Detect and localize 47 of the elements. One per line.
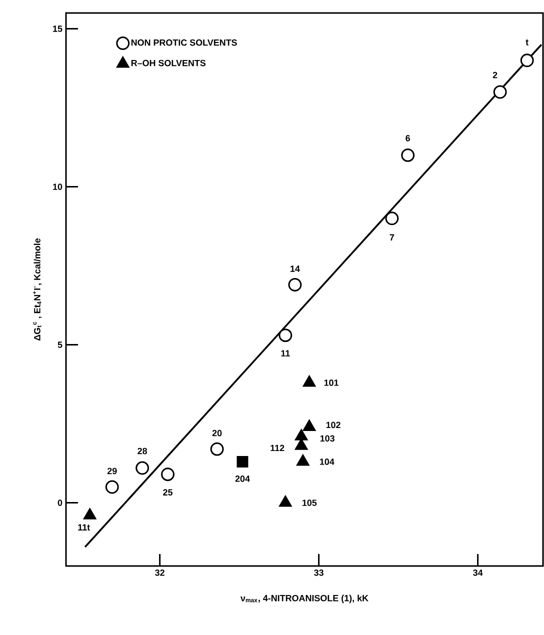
point xyxy=(236,456,248,468)
y-tick-label: 5 xyxy=(58,342,62,348)
annotation: 102 xyxy=(326,422,340,428)
point xyxy=(83,508,96,520)
annotation: 104 xyxy=(320,458,334,465)
legend-label: NON PROTIC SOLVENTS xyxy=(131,39,237,46)
annotation: 204 xyxy=(235,476,250,482)
annotation: 25 xyxy=(163,489,172,496)
annotation: 11t xyxy=(78,524,90,531)
annotation: 7 xyxy=(390,234,394,240)
point xyxy=(302,420,316,431)
annotation: t xyxy=(526,39,528,46)
text: ΔG$_{t}$$^{c}$ , Et$_{4}$N$^{+}$I$^{-}$, Kcal/mole xyxy=(32,238,42,341)
x-tick-label: 34 xyxy=(473,570,483,576)
point xyxy=(296,454,310,466)
annotation: 112 xyxy=(270,444,284,452)
point xyxy=(136,461,150,475)
y-tick-label: 10 xyxy=(53,184,62,190)
point xyxy=(294,429,308,440)
point xyxy=(210,442,224,456)
point xyxy=(302,375,316,387)
annotation: 20 xyxy=(212,430,222,436)
annotation: 28 xyxy=(138,448,148,454)
x-axis-title: ν$_{max}$, 4-NITROANISOLE (1), kK xyxy=(240,594,368,604)
annotation: 11 xyxy=(281,350,290,356)
annotation: 103 xyxy=(320,435,334,442)
point xyxy=(401,148,415,162)
point xyxy=(279,496,292,507)
annotation: 6 xyxy=(406,135,410,142)
point xyxy=(493,85,507,99)
legend-label: R–OH SOLVENTS xyxy=(131,60,206,66)
annotation: 29 xyxy=(107,468,117,474)
annotation: 101 xyxy=(324,380,338,386)
y-tick-label: 0 xyxy=(58,500,62,506)
point xyxy=(520,54,534,68)
x-tick-label: 32 xyxy=(155,570,164,576)
annotation: 14 xyxy=(290,266,300,272)
point xyxy=(161,468,174,482)
point xyxy=(288,278,302,292)
point xyxy=(385,212,399,226)
annotation: 2 xyxy=(492,72,498,78)
point xyxy=(278,328,292,342)
point xyxy=(105,480,119,494)
y-tick-label: 15 xyxy=(53,26,62,32)
point xyxy=(294,438,308,450)
annotation: 105 xyxy=(302,500,317,506)
x-tick-label: 33 xyxy=(314,570,324,576)
